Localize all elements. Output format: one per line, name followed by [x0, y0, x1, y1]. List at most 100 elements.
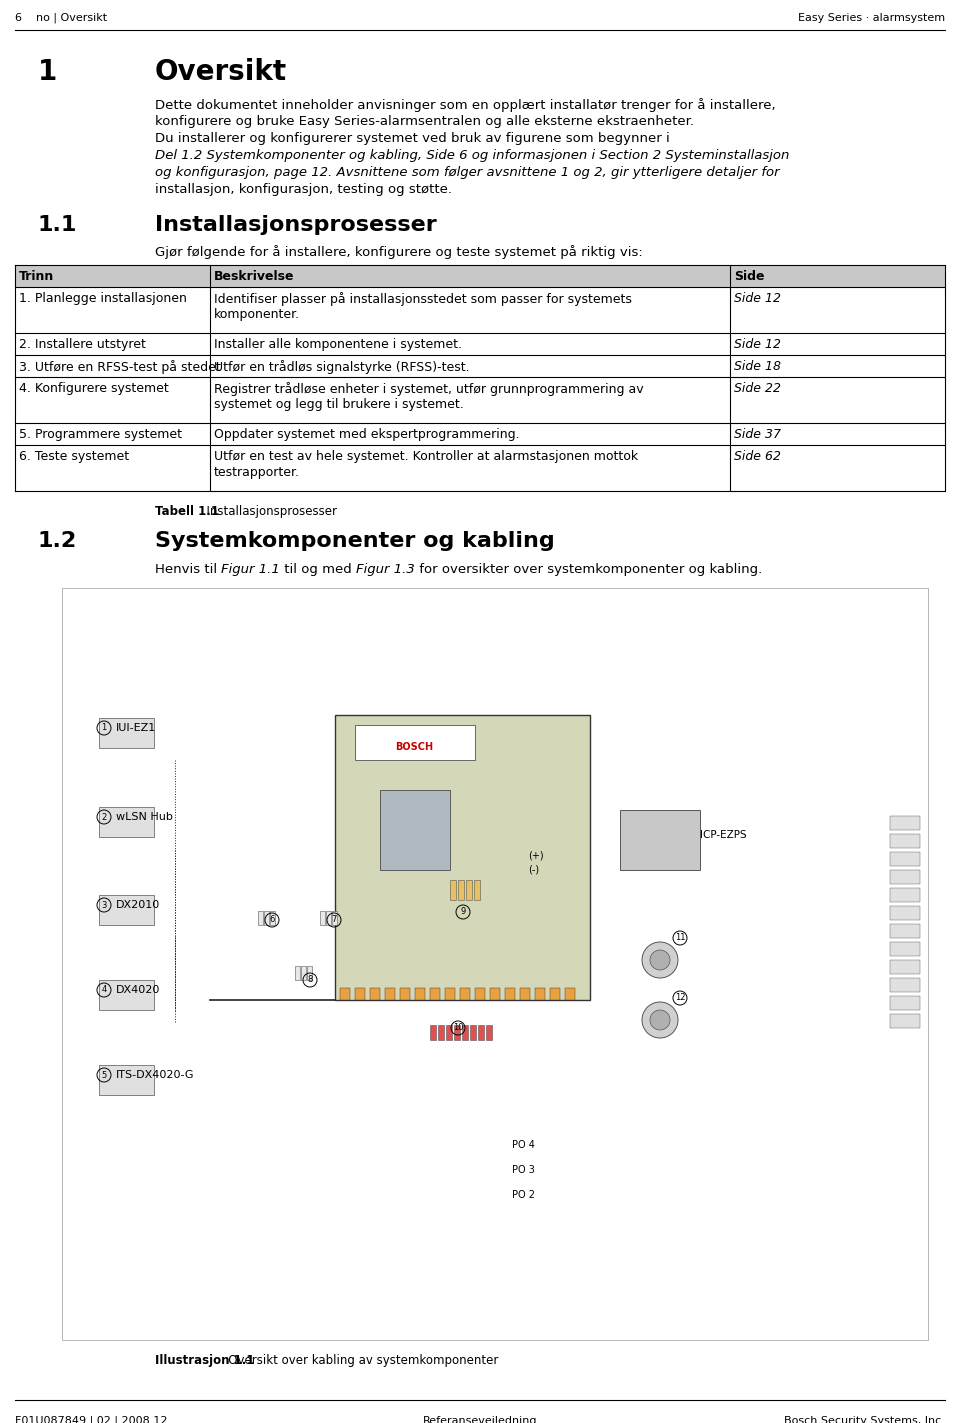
Bar — [890, 888, 920, 902]
Bar — [458, 879, 464, 899]
Text: 3. Utføre en RFSS-test på stedet: 3. Utføre en RFSS-test på stedet — [19, 360, 221, 374]
Circle shape — [650, 951, 670, 970]
Bar — [430, 1025, 436, 1040]
Bar — [385, 988, 395, 1000]
Text: Gjør følgende for å installere, konfigurere og teste systemet på riktig vis:: Gjør følgende for å installere, konfigur… — [155, 245, 643, 259]
Text: Bosch Security Systems, Inc.: Bosch Security Systems, Inc. — [784, 1416, 945, 1423]
Bar — [565, 988, 575, 1000]
Text: konfigurere og bruke Easy Series-alarmsentralen og alle eksterne ekstraenheter.: konfigurere og bruke Easy Series-alarmse… — [155, 115, 694, 128]
Bar — [430, 988, 440, 1000]
Text: 6: 6 — [270, 915, 275, 925]
Text: Systemkomponenter og kabling: Systemkomponenter og kabling — [155, 531, 555, 551]
Bar — [438, 1025, 444, 1040]
Text: 1.1: 1.1 — [38, 215, 78, 235]
Text: Side 18: Side 18 — [734, 360, 781, 373]
Text: Utfør en trådløs signalstyrke (RFSS)-test.: Utfør en trådløs signalstyrke (RFSS)-tes… — [214, 360, 469, 374]
Text: 1. Planlegge installasjonen: 1. Planlegge installasjonen — [19, 292, 187, 305]
Text: systemet og legg til brukere i systemet.: systemet og legg til brukere i systemet. — [214, 398, 464, 411]
Bar — [890, 869, 920, 884]
Bar — [890, 942, 920, 956]
Text: 7: 7 — [331, 915, 337, 925]
Text: ITS-DX4020-G: ITS-DX4020-G — [116, 1070, 195, 1080]
Bar — [470, 1025, 476, 1040]
Text: 9: 9 — [461, 908, 466, 916]
Text: Installer alle komponentene i systemet.: Installer alle komponentene i systemet. — [214, 339, 462, 351]
Bar — [890, 1015, 920, 1027]
Text: 10: 10 — [453, 1023, 464, 1033]
Text: og konfigurasjon, page 12. Avsnittene som følger avsnittene 1 og 2, gir ytterlig: og konfigurasjon, page 12. Avsnittene so… — [155, 166, 780, 179]
Bar — [890, 852, 920, 867]
Text: 6    no | Oversikt: 6 no | Oversikt — [15, 13, 108, 23]
Text: (+): (+) — [528, 850, 543, 859]
Text: Oversikt: Oversikt — [155, 58, 287, 85]
Bar — [450, 879, 456, 899]
Bar — [301, 966, 306, 980]
Text: Figur 1.1: Figur 1.1 — [222, 564, 280, 576]
Bar — [620, 810, 700, 869]
Text: Side 12: Side 12 — [734, 339, 781, 351]
Bar — [380, 790, 450, 869]
Bar — [320, 911, 325, 925]
Text: DX4020: DX4020 — [116, 985, 160, 995]
Text: 12: 12 — [675, 993, 685, 1002]
Bar — [270, 911, 275, 925]
Bar — [99, 807, 154, 837]
Bar — [460, 988, 470, 1000]
Bar — [307, 966, 312, 980]
Bar — [475, 988, 485, 1000]
Bar — [890, 834, 920, 848]
Bar — [99, 980, 154, 1010]
Bar — [400, 988, 410, 1000]
Bar — [340, 988, 350, 1000]
Bar — [415, 988, 425, 1000]
Text: 2. Installere utstyret: 2. Installere utstyret — [19, 339, 146, 351]
Bar — [890, 978, 920, 992]
Text: Side 37: Side 37 — [734, 428, 781, 441]
Bar — [890, 961, 920, 973]
Bar — [535, 988, 545, 1000]
Text: Referanseveiledning: Referanseveiledning — [422, 1416, 538, 1423]
Bar — [890, 815, 920, 830]
Text: Oversikt over kabling av systemkomponenter: Oversikt over kabling av systemkomponent… — [217, 1355, 498, 1368]
Bar — [62, 588, 928, 1340]
Text: Henvis til: Henvis til — [155, 564, 222, 576]
Text: Figur 1.3: Figur 1.3 — [356, 564, 415, 576]
Text: 2: 2 — [102, 813, 107, 821]
Bar — [295, 966, 300, 980]
Text: PO 4: PO 4 — [512, 1140, 535, 1150]
Bar — [486, 1025, 492, 1040]
Text: BOSCH: BOSCH — [395, 741, 433, 751]
Text: 1: 1 — [102, 723, 107, 733]
Text: Tabell 1.1: Tabell 1.1 — [155, 505, 219, 518]
Text: PO 2: PO 2 — [512, 1190, 535, 1200]
Bar — [890, 906, 920, 921]
Text: Oppdater systemet med ekspertprogrammering.: Oppdater systemet med ekspertprogrammeri… — [214, 428, 519, 441]
Text: til og med: til og med — [280, 564, 356, 576]
Text: Du installerer og konfigurerer systemet ved bruk av figurene som begynner i: Du installerer og konfigurerer systemet … — [155, 132, 670, 145]
Bar — [454, 1025, 460, 1040]
Text: Easy Series · alarmsystem: Easy Series · alarmsystem — [798, 13, 945, 23]
Bar — [446, 1025, 452, 1040]
Circle shape — [642, 1002, 678, 1037]
Text: Illustrasjon 1.1: Illustrasjon 1.1 — [155, 1355, 254, 1368]
Bar — [445, 988, 455, 1000]
Bar — [490, 988, 500, 1000]
Text: F01U087849 | 02 | 2008.12: F01U087849 | 02 | 2008.12 — [15, 1416, 167, 1423]
Bar — [99, 895, 154, 925]
Bar — [890, 924, 920, 938]
Bar — [355, 988, 365, 1000]
Bar — [99, 1064, 154, 1096]
Text: (-): (-) — [528, 865, 540, 875]
Text: Identifiser plasser på installasjonsstedet som passer for systemets: Identifiser plasser på installasjonssted… — [214, 292, 632, 306]
Bar — [505, 988, 515, 1000]
Bar — [370, 988, 380, 1000]
Text: for oversikter over systemkomponenter og kabling.: for oversikter over systemkomponenter og… — [415, 564, 762, 576]
Text: PO 3: PO 3 — [512, 1165, 535, 1175]
Text: Installasjonsprosesser: Installasjonsprosesser — [155, 215, 437, 235]
Text: Beskrivelse: Beskrivelse — [214, 269, 295, 283]
Circle shape — [642, 942, 678, 978]
Text: 1: 1 — [38, 58, 58, 85]
Text: 5. Programmere systemet: 5. Programmere systemet — [19, 428, 182, 441]
Bar — [99, 719, 154, 748]
Bar — [474, 879, 480, 899]
